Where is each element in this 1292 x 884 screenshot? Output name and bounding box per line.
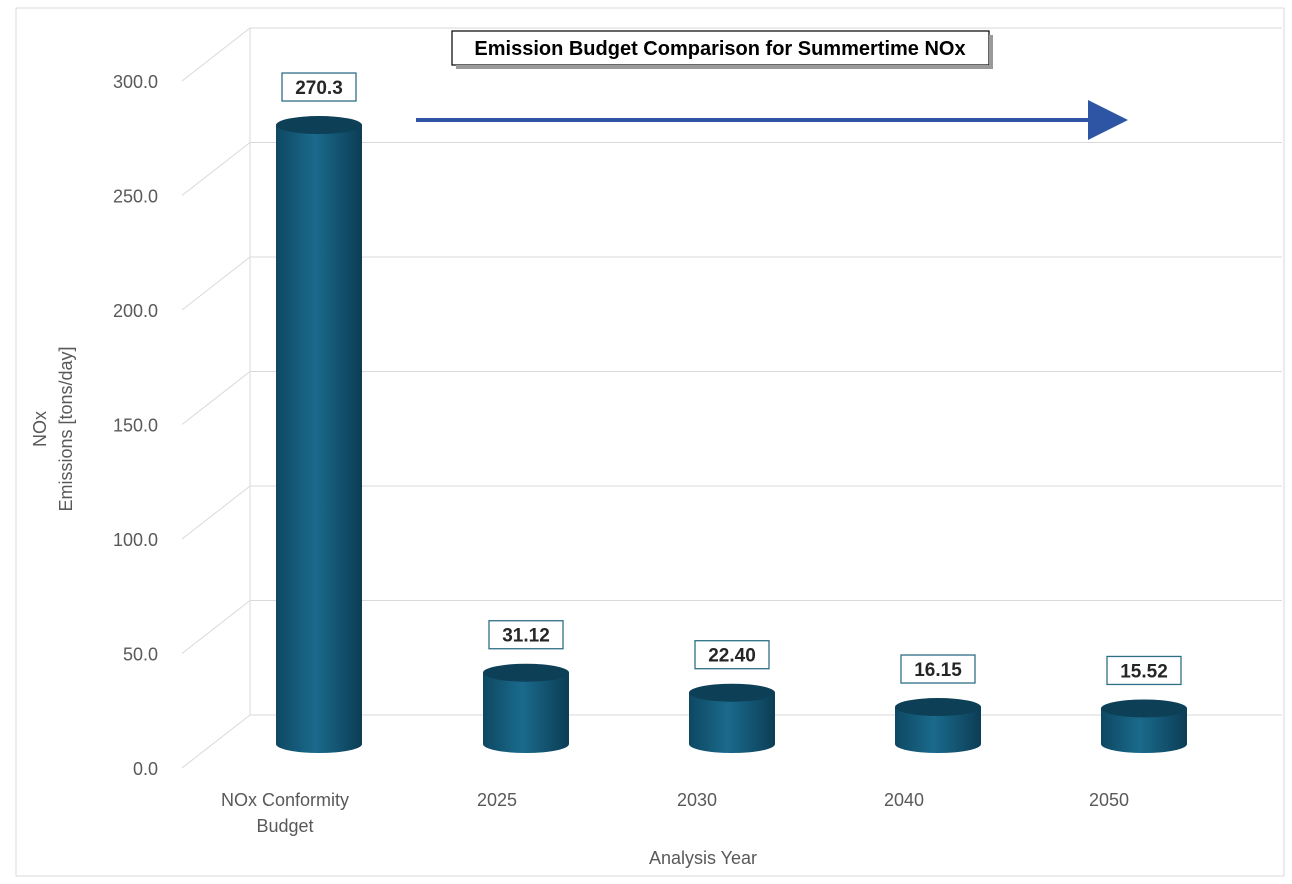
x-tick-label: 2050 bbox=[1089, 790, 1129, 810]
y-axis-label: NOx Emissions [tons/day] bbox=[30, 346, 76, 511]
x-axis-ticks: NOx Conformity Budget 2025 2030 2040 2050 bbox=[221, 790, 1129, 836]
bar-top bbox=[483, 663, 569, 682]
bar-body bbox=[895, 707, 981, 753]
bar: 22.40 bbox=[689, 640, 775, 753]
data-label-box bbox=[281, 72, 357, 102]
bar: 31.12 bbox=[483, 620, 569, 753]
gridline-depth bbox=[181, 27, 251, 82]
data-label: 15.52 bbox=[1120, 661, 1168, 682]
bar-top bbox=[276, 116, 362, 135]
bar: 15.52 bbox=[1101, 655, 1187, 753]
gridline-depth bbox=[181, 714, 251, 769]
chart-title: Emission Budget Comparison for Summertim… bbox=[474, 38, 965, 60]
data-label-box bbox=[488, 620, 564, 650]
gridline-depth bbox=[181, 485, 251, 540]
gridline-depth bbox=[181, 371, 251, 425]
data-label: 270.3 bbox=[295, 78, 343, 99]
chart-title-box: Emission Budget Comparison for Summertim… bbox=[451, 30, 993, 69]
bar-body bbox=[689, 692, 775, 753]
bar-body bbox=[276, 125, 362, 753]
y-tick-label: 200.0 bbox=[113, 301, 158, 321]
y-axis-label-line-2: Emissions [tons/day] bbox=[56, 346, 76, 511]
x-tick-label: Budget bbox=[256, 816, 313, 836]
y-tick-label: 0.0 bbox=[133, 759, 158, 779]
y-tick-label: 50.0 bbox=[123, 645, 158, 665]
data-label: 22.40 bbox=[708, 646, 756, 667]
bar: 270.3 bbox=[276, 72, 362, 753]
y-axis-label-line-1: NOx bbox=[30, 411, 50, 447]
x-tick-label: NOx Conformity bbox=[221, 790, 349, 810]
y-axis-ticks: 0.0 50.0 100.0 150.0 200.0 250.0 300.0 bbox=[113, 72, 158, 779]
data-label-box bbox=[900, 654, 976, 684]
data-label-box bbox=[1106, 655, 1182, 686]
y-tick-label: 250.0 bbox=[113, 187, 158, 207]
bar-body bbox=[1101, 708, 1187, 753]
gridlines bbox=[181, 27, 1282, 769]
gridline-depth bbox=[181, 256, 251, 311]
bars: 270.3 31.12 22.40 16.15 15.52 bbox=[276, 72, 1187, 753]
chart-border bbox=[15, 7, 1285, 877]
x-tick-label: 2040 bbox=[884, 790, 924, 810]
x-tick-label: 2030 bbox=[677, 790, 717, 810]
data-label: 31.12 bbox=[502, 626, 550, 647]
gridline-depth bbox=[181, 600, 251, 654]
data-label-box bbox=[694, 640, 770, 670]
gridline-depth bbox=[181, 142, 251, 196]
x-axis-label: Analysis Year bbox=[649, 848, 757, 868]
bar: 16.15 bbox=[895, 654, 981, 753]
y-tick-label: 100.0 bbox=[113, 530, 158, 550]
x-tick-label: 2025 bbox=[477, 790, 517, 810]
bar-body bbox=[483, 672, 569, 753]
y-tick-label: 300.0 bbox=[113, 72, 158, 92]
data-label: 16.15 bbox=[914, 660, 962, 681]
bar-top bbox=[895, 698, 981, 717]
bar-top bbox=[689, 683, 775, 702]
bar-top bbox=[1101, 699, 1187, 718]
y-tick-label: 150.0 bbox=[113, 416, 158, 436]
